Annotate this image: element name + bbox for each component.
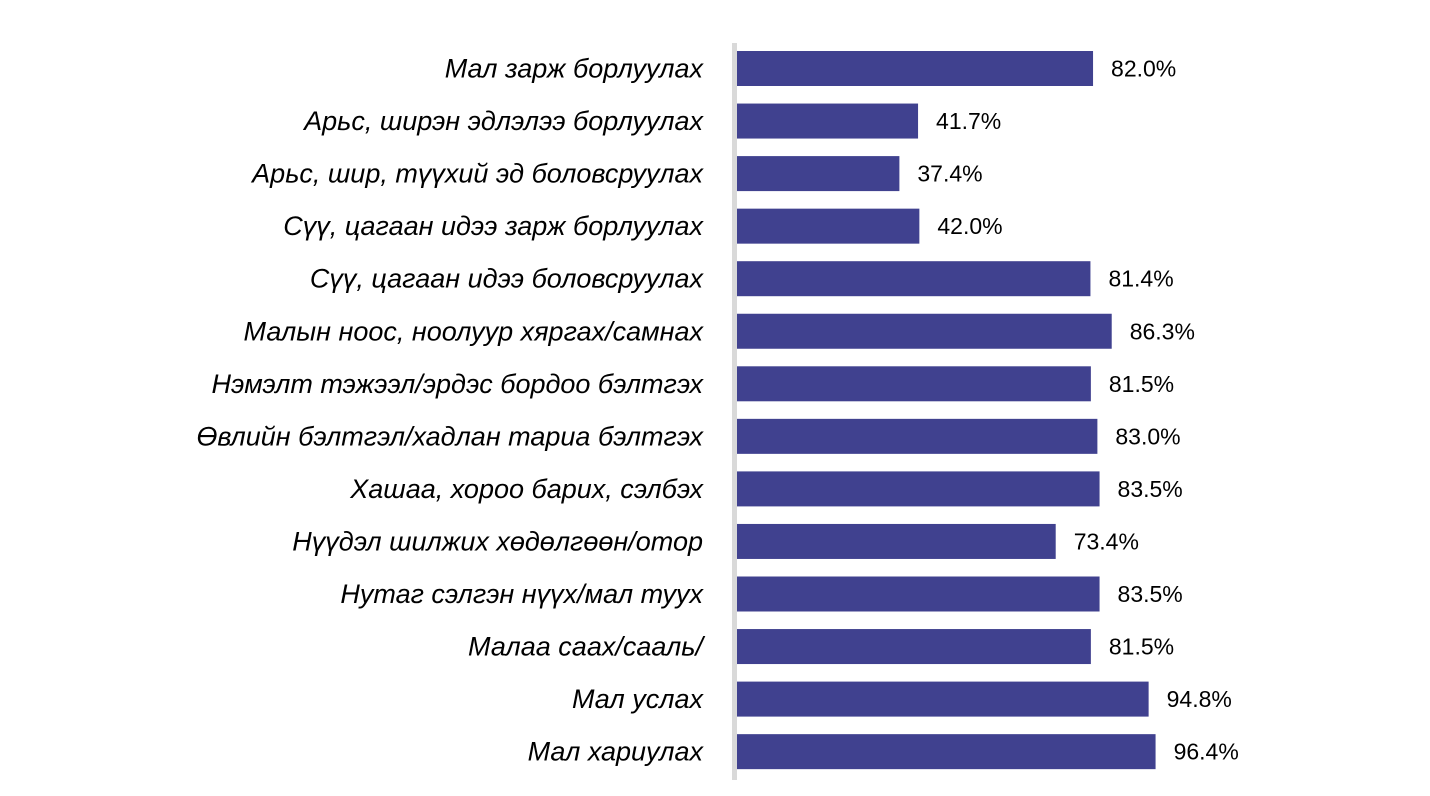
value-label: 81.5% bbox=[1109, 634, 1174, 660]
bar bbox=[737, 103, 919, 139]
value-label: 83.5% bbox=[1118, 581, 1183, 607]
value-label: 83.0% bbox=[1115, 423, 1180, 449]
category-label: Өвлийн бэлтгэл/хадлан тариа бэлтгэх bbox=[196, 421, 704, 451]
bar bbox=[737, 629, 1091, 665]
category-label: Мал услах bbox=[572, 684, 704, 714]
value-label: 86.3% bbox=[1130, 318, 1195, 344]
category-label: Арьс, ширэн эдлэлээ борлуулах bbox=[302, 106, 704, 136]
category-label: Нэмэлт тэжээл/эрдэс бордоо бэлтгэх bbox=[211, 369, 704, 399]
category-label: Малын ноос, ноолуур хяргах/самнах bbox=[244, 316, 705, 346]
value-label: 94.8% bbox=[1167, 686, 1232, 712]
bar bbox=[737, 313, 1112, 349]
bar bbox=[737, 523, 1056, 559]
category-label: Малаа саах/сааль/ bbox=[468, 632, 705, 662]
bar bbox=[737, 261, 1091, 297]
bar bbox=[737, 471, 1100, 507]
bar bbox=[737, 51, 1094, 86]
bar bbox=[737, 576, 1100, 612]
bar bbox=[737, 366, 1091, 402]
bar bbox=[737, 208, 920, 244]
value-label: 37.4% bbox=[917, 161, 982, 187]
bar bbox=[737, 681, 1149, 717]
value-label: 96.4% bbox=[1174, 739, 1239, 765]
category-label: Хашаа, хороо барих, сэлбэх bbox=[349, 474, 704, 504]
value-label: 42.0% bbox=[937, 213, 1002, 239]
value-label: 73.4% bbox=[1074, 528, 1139, 554]
value-label: 81.5% bbox=[1109, 371, 1174, 397]
bar bbox=[737, 418, 1098, 454]
category-label: Мал зарж борлуулах bbox=[445, 54, 705, 84]
category-label: Мал хариулах bbox=[528, 737, 705, 767]
category-label: Сүү, цагаан идээ зарж борлуулах bbox=[283, 211, 704, 241]
category-label: Арьс, шир, түүхий эд боловсруулах bbox=[250, 159, 704, 189]
value-label: 81.4% bbox=[1108, 266, 1173, 292]
bar bbox=[737, 156, 900, 192]
category-label: Сүү, цагаан идээ боловсруулах bbox=[310, 264, 705, 294]
value-label: 41.7% bbox=[936, 108, 1001, 134]
bar bbox=[737, 734, 1156, 770]
category-label: Нутаг сэлгэн нүүх/мал туух bbox=[340, 579, 704, 609]
category-label: Нүүдэл шилжих хөдөлгөөн/отор bbox=[292, 526, 703, 556]
value-label: 83.5% bbox=[1118, 476, 1183, 502]
y-axis-line bbox=[732, 43, 737, 780]
value-label: 82.0% bbox=[1111, 56, 1176, 82]
